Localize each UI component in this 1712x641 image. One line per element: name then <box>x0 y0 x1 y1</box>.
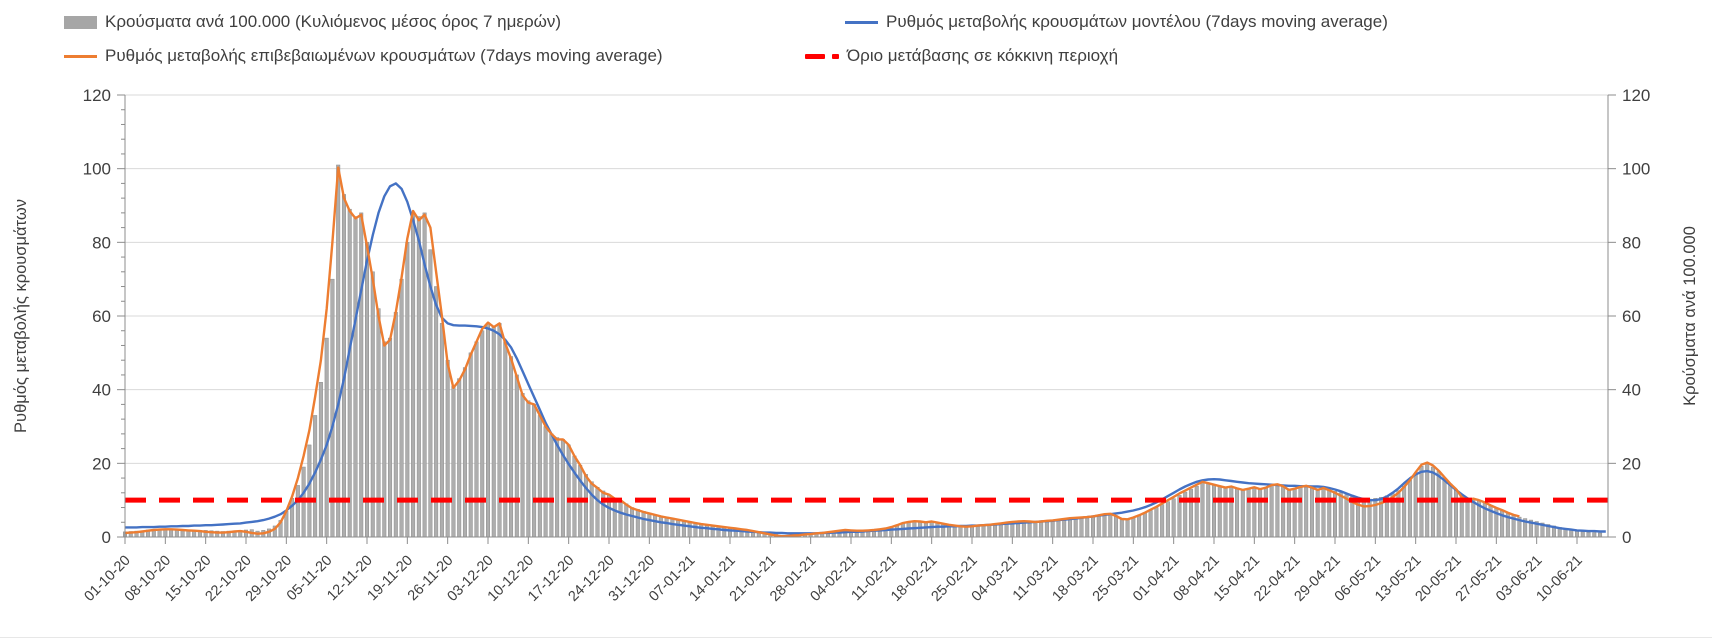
legend-label-cases-per-100k: Κρούσματα ανά 100.000 (Κυλιόμενος μέσος … <box>105 12 562 31</box>
legend-item-model-rate: Ρυθμός μεταβολής κρουσμάτων μοντέλου (7d… <box>845 11 1388 33</box>
svg-text:100: 100 <box>1622 160 1650 179</box>
svg-text:120: 120 <box>83 86 111 105</box>
svg-text:80: 80 <box>92 233 111 252</box>
y-tick-labels-right: 0 20 40 60 80 100 120 <box>1622 86 1650 547</box>
legend-label-model-rate: Ρυθμός μεταβολής κρουσμάτων μοντέλου (7d… <box>886 12 1388 31</box>
blue-line-swatch-icon <box>845 20 878 24</box>
y-tick-labels-left: 0 20 40 60 80 100 120 <box>83 86 111 547</box>
orange-line-swatch-icon <box>64 54 97 58</box>
svg-text:120: 120 <box>1622 86 1650 105</box>
model-rate-line <box>125 182 1606 535</box>
axes <box>117 94 1616 544</box>
right-axis-title: Κρούσματα ανά 100.000 <box>1681 226 1699 406</box>
red-dash-swatch-icon <box>805 53 839 59</box>
svg-text:20: 20 <box>1622 454 1641 473</box>
gray-bar-swatch-icon <box>64 15 97 29</box>
legend-label-red-zone-threshold: Όριο μετάβασης σε κόκκινη περιοχή <box>847 46 1119 65</box>
svg-text:0: 0 <box>102 528 111 547</box>
svg-text:60: 60 <box>1622 307 1641 326</box>
svg-text:100: 100 <box>83 160 111 179</box>
svg-text:40: 40 <box>92 381 111 400</box>
legend-item-red-zone-threshold: Όριο μετάβασης σε κόκκινη περιοχή <box>805 45 1118 67</box>
x-tick-labels: 01-10-2008-10-2015-10-2022-10-2029-10-20… <box>81 553 1585 605</box>
y-gridlines <box>125 94 1608 464</box>
legend-item-confirmed-rate: Ρυθμός μεταβολής επιβεβαιωμένων κρουσμάτ… <box>64 45 663 67</box>
svg-text:60: 60 <box>92 307 111 326</box>
legend-item-cases-per-100k: Κρούσματα ανά 100.000 (Κυλιόμενος μέσος … <box>64 11 561 33</box>
window-bottom-edge <box>0 637 1712 638</box>
svg-text:0: 0 <box>1622 528 1631 547</box>
svg-text:80: 80 <box>1622 233 1641 252</box>
confirmed-rate-line <box>124 166 1520 538</box>
legend-label-confirmed-rate: Ρυθμός μεταβολής επιβεβαιωμένων κρουσμάτ… <box>105 46 663 65</box>
svg-text:40: 40 <box>1622 381 1641 400</box>
bars-cases-per-100k <box>123 164 1603 538</box>
left-axis-title: Ρυθμός μεταβολής κρουσμάτων <box>12 199 30 433</box>
svg-text:20: 20 <box>92 454 111 473</box>
